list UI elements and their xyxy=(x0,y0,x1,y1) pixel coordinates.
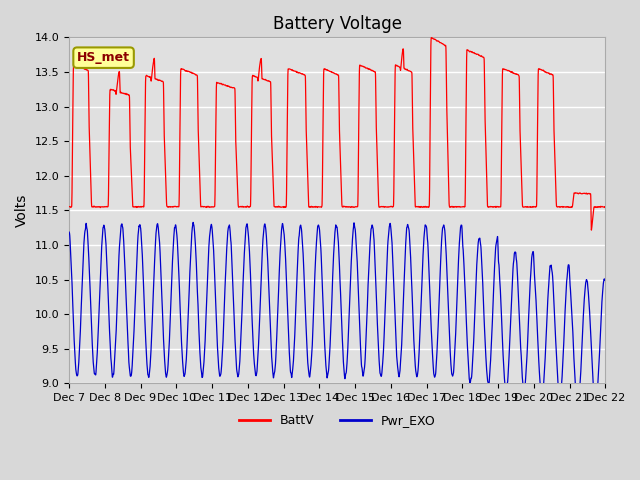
Legend: BattV, Pwr_EXO: BattV, Pwr_EXO xyxy=(234,409,440,432)
Text: HS_met: HS_met xyxy=(77,51,130,64)
Y-axis label: Volts: Volts xyxy=(15,193,29,227)
Title: Battery Voltage: Battery Voltage xyxy=(273,15,402,33)
